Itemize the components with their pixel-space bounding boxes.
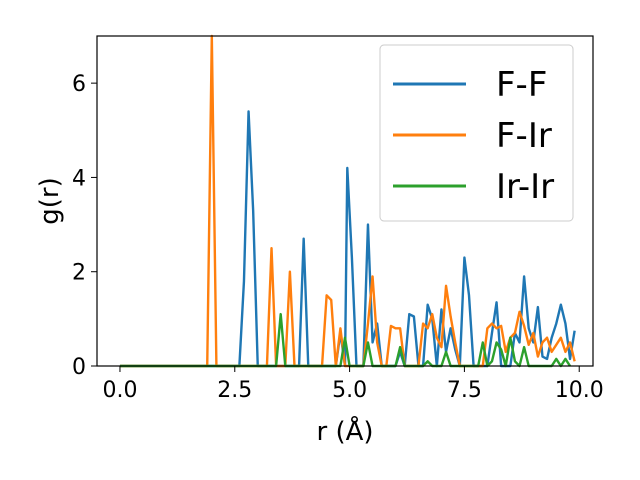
series-line-ir-ir (119, 312, 572, 368)
legend-label-f-f: F-F (496, 65, 547, 105)
legend-label-ir-ir: Ir-Ir (496, 167, 554, 207)
x-tick-label: 0.0 (102, 378, 137, 403)
y-tick-label: 4 (72, 166, 86, 191)
x-axis-title: r (Å) (316, 415, 373, 447)
y-axis: 0 2 4 6 (72, 72, 97, 380)
x-tick-label: 7.5 (447, 378, 482, 403)
y-tick-label: 2 (72, 261, 86, 286)
legend: F-F F-Ir Ir-Ir (379, 44, 574, 222)
legend-label-f-ir: F-Ir (496, 116, 552, 156)
y-tick-label: 0 (72, 355, 86, 380)
x-tick-label: 5.0 (332, 378, 367, 403)
axes-frame (96, 35, 594, 367)
x-axis: 0.0 2.5 5.0 7.5 10.0 (102, 366, 604, 403)
x-tick-label: 2.5 (217, 378, 252, 403)
x-tick-label: 10.0 (555, 378, 604, 403)
legend-box (379, 44, 574, 222)
y-tick-label: 6 (72, 72, 86, 97)
y-axis-title: g(r) (35, 177, 65, 224)
